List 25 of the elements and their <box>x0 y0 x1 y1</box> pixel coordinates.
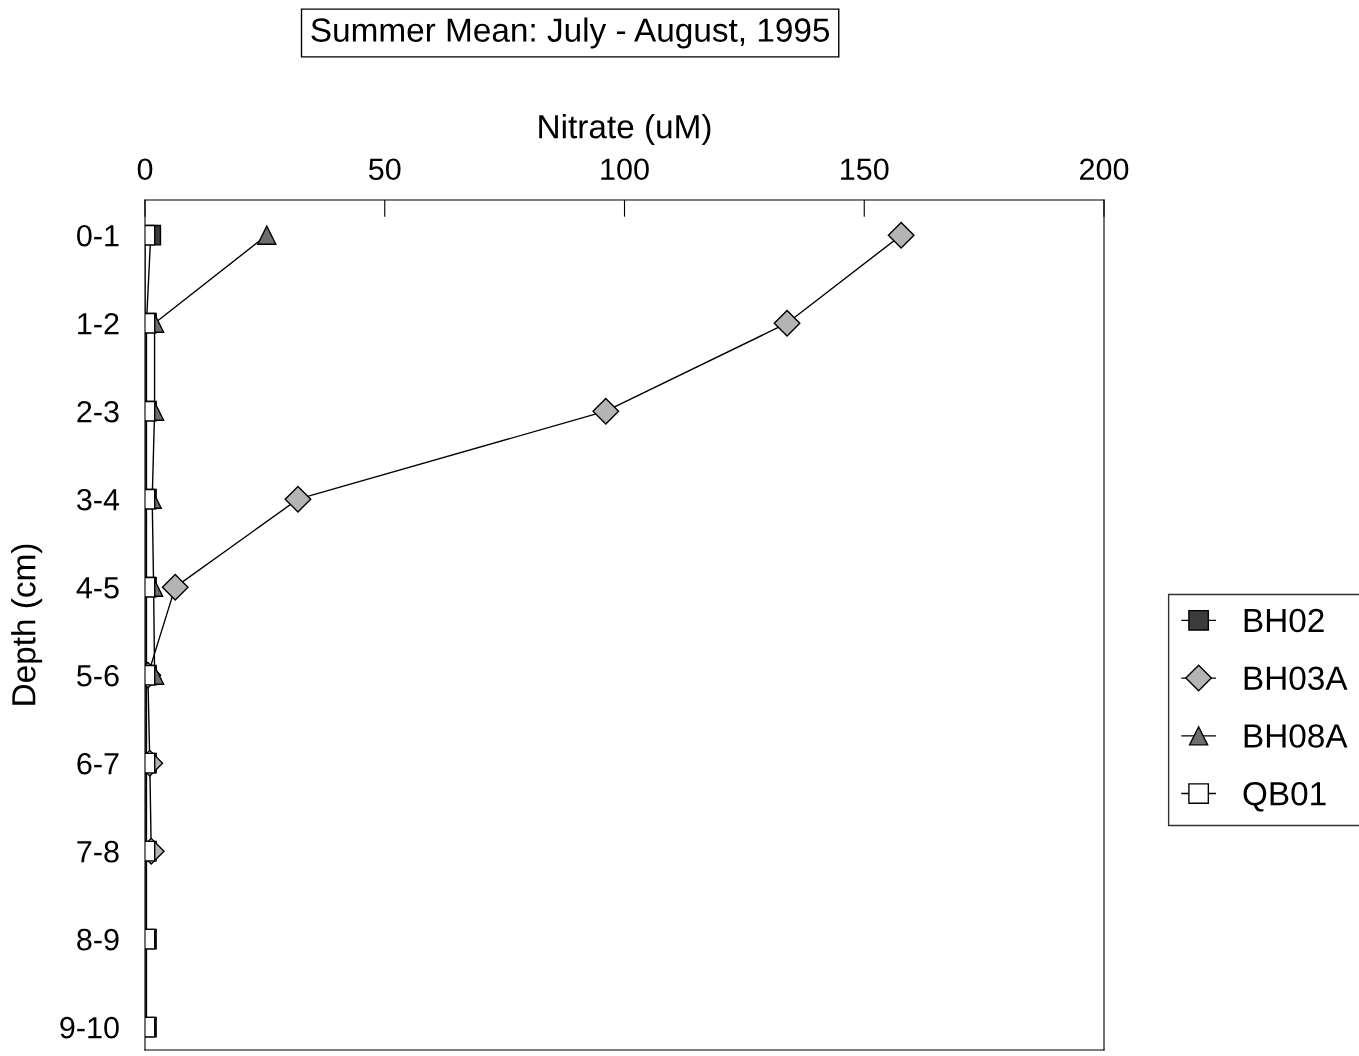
legend-label: QB01 <box>1243 781 1326 812</box>
chart-title: Summer Mean: July - August, 1995 <box>311 17 830 49</box>
x-tick-label: 200 <box>1080 158 1129 181</box>
y-tick-label: 0-1 <box>77 224 119 247</box>
y-tick-label: 3-4 <box>77 488 120 511</box>
y-tick-label: 6-7 <box>77 752 119 775</box>
y-tick-label: 1-2 <box>78 312 119 335</box>
point <box>592 397 620 425</box>
y-axis-title: Depth (cm) <box>11 544 43 705</box>
x-axis-title: Nitrate (uM) <box>539 114 711 146</box>
y-tick-label: 7-8 <box>77 840 119 863</box>
y-tick-label: 5-6 <box>77 664 119 687</box>
y-tick-label: 8-9 <box>77 928 119 951</box>
x-tick-label: 50 <box>368 158 401 181</box>
x-tick-label: 150 <box>841 158 889 181</box>
point <box>773 309 801 337</box>
legend-label: BH02 <box>1244 608 1324 633</box>
y-tick-label: 2-3 <box>77 400 119 423</box>
point <box>887 221 915 249</box>
x-tick-label: 0 <box>137 158 153 181</box>
x-tick-label: 100 <box>601 158 649 181</box>
y-tick-label: 9-10 <box>60 1016 119 1039</box>
legend-label: BH08A <box>1244 724 1348 748</box>
y-tick-label: 4-5 <box>76 577 119 599</box>
legend-label: BH03A <box>1244 666 1348 691</box>
